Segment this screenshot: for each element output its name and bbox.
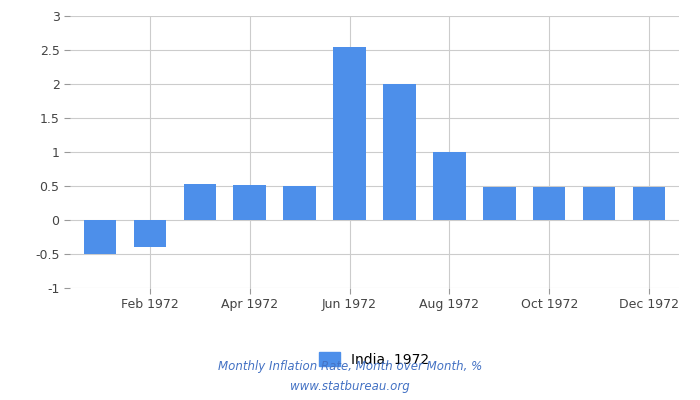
Bar — [533, 187, 566, 220]
Bar — [84, 220, 116, 254]
Text: Monthly Inflation Rate, Month over Month, %: Monthly Inflation Rate, Month over Month… — [218, 360, 482, 373]
Text: www.statbureau.org: www.statbureau.org — [290, 380, 410, 393]
Bar — [134, 220, 166, 247]
Bar — [284, 186, 316, 220]
Bar — [483, 187, 515, 220]
Bar — [183, 184, 216, 220]
Bar — [333, 47, 366, 220]
Bar — [633, 187, 665, 220]
Bar — [234, 185, 266, 220]
Bar — [383, 84, 416, 220]
Bar — [433, 152, 466, 220]
Bar — [583, 187, 615, 220]
Legend: India, 1972: India, 1972 — [314, 347, 435, 372]
